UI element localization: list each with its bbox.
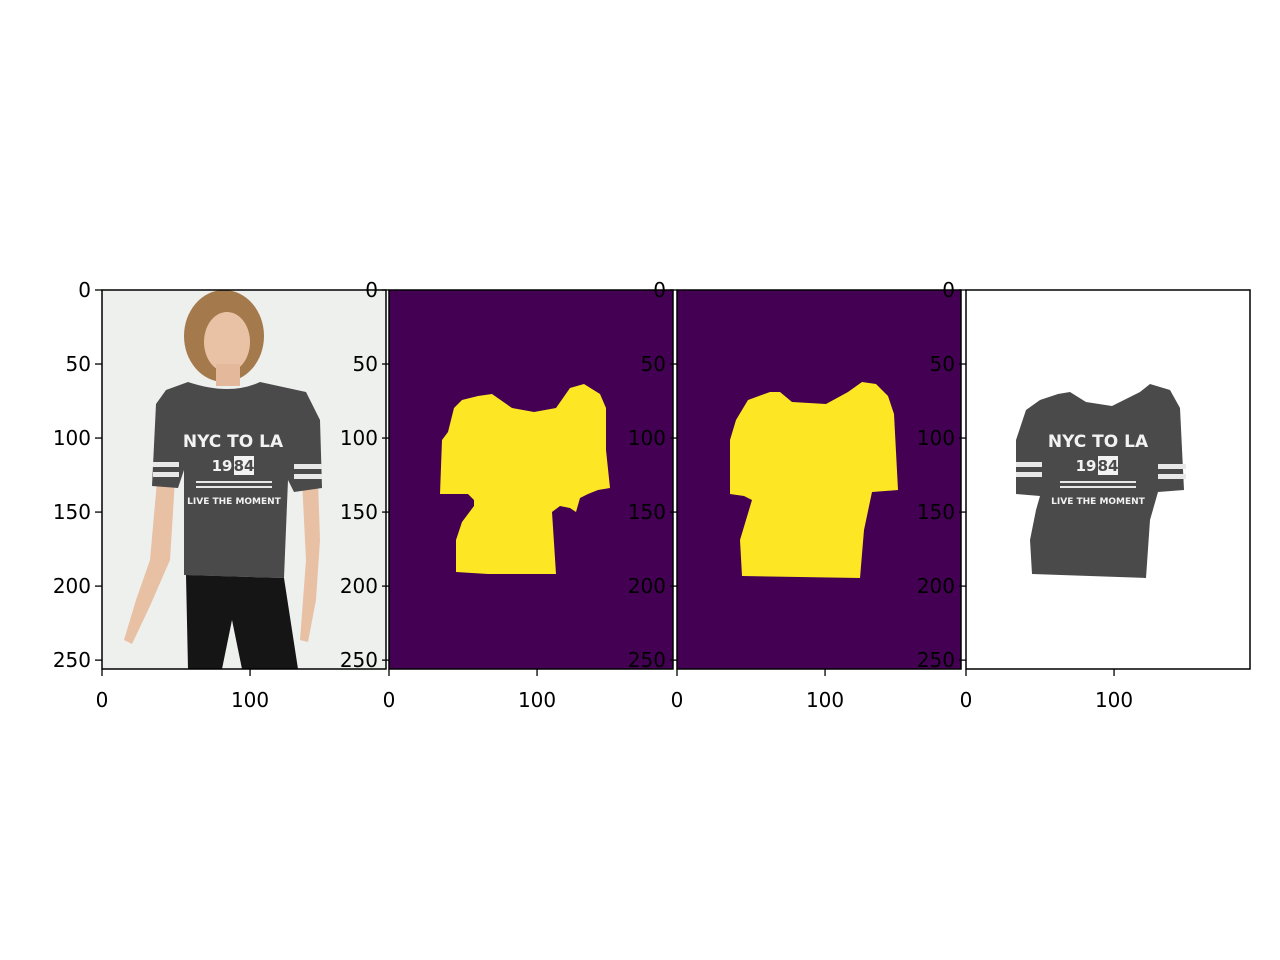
xtick-label: 100	[231, 688, 269, 712]
pants	[186, 575, 298, 669]
left-arm	[124, 470, 175, 644]
ytick-label: 250	[628, 648, 666, 672]
print-year-left: 19	[212, 457, 233, 475]
tshirt	[152, 382, 322, 578]
photo-image: NYC TO LA 19 84 LIVE THE MOMENT	[102, 290, 386, 669]
mask-foreground	[730, 382, 898, 578]
xtick-label: 0	[960, 688, 973, 712]
ytick-label: 100	[340, 426, 378, 450]
panel-original-photo: NYC TO LA 19 84 LIVE THE MOMENT	[101, 289, 387, 670]
panel-ground-truth-mask	[676, 289, 962, 670]
ytick-label: 150	[917, 500, 955, 524]
print-year-right: 84	[1098, 457, 1119, 475]
xtick-label: 0	[383, 688, 396, 712]
ytick-label: 200	[917, 574, 955, 598]
ytick-label: 250	[917, 648, 955, 672]
mask-foreground	[440, 384, 610, 574]
xtick-label: 0	[671, 688, 684, 712]
print-line1: NYC TO LA	[183, 432, 284, 452]
axes-frame	[965, 289, 1251, 670]
ytick-label: 150	[628, 500, 666, 524]
ytick-label: 200	[340, 574, 378, 598]
ytick-label: 50	[641, 352, 666, 376]
ytick-label: 50	[930, 352, 955, 376]
xtick-label: 100	[1095, 688, 1133, 712]
ytick-label: 100	[53, 426, 91, 450]
ytick-label: 250	[340, 648, 378, 672]
print-line3: LIVE THE MOMENT	[1051, 497, 1146, 507]
xtick-label: 100	[806, 688, 844, 712]
axes-frame	[676, 289, 962, 670]
print-line1: NYC TO LA	[1048, 432, 1149, 452]
ytick-label: 200	[53, 574, 91, 598]
ytick-label: 0	[942, 278, 955, 302]
ytick-label: 100	[917, 426, 955, 450]
print-line3: LIVE THE MOMENT	[187, 497, 282, 507]
face	[204, 312, 250, 372]
xtick-label: 100	[518, 688, 556, 712]
ytick-label: 150	[53, 500, 91, 524]
garment-image: NYC TO LA 19 84 LIVE THE MOMENT	[1016, 384, 1186, 578]
ytick-label: 0	[365, 278, 378, 302]
ytick-label: 100	[628, 426, 666, 450]
axes-frame	[388, 289, 674, 670]
ytick-label: 150	[340, 500, 378, 524]
axes-frame	[101, 289, 387, 670]
ytick-label: 250	[53, 648, 91, 672]
right-arm	[300, 480, 320, 642]
panel-predicted-mask	[388, 289, 674, 670]
ytick-label: 0	[653, 278, 666, 302]
panel-masked-garment: NYC TO LA 19 84 LIVE THE MOMENT	[965, 289, 1251, 670]
ytick-label: 0	[78, 278, 91, 302]
ytick-label: 50	[66, 352, 91, 376]
ytick-label: 50	[353, 352, 378, 376]
ytick-label: 200	[628, 574, 666, 598]
print-year-left: 19	[1076, 457, 1097, 475]
xtick-label: 0	[96, 688, 109, 712]
print-year-right: 84	[234, 457, 255, 475]
